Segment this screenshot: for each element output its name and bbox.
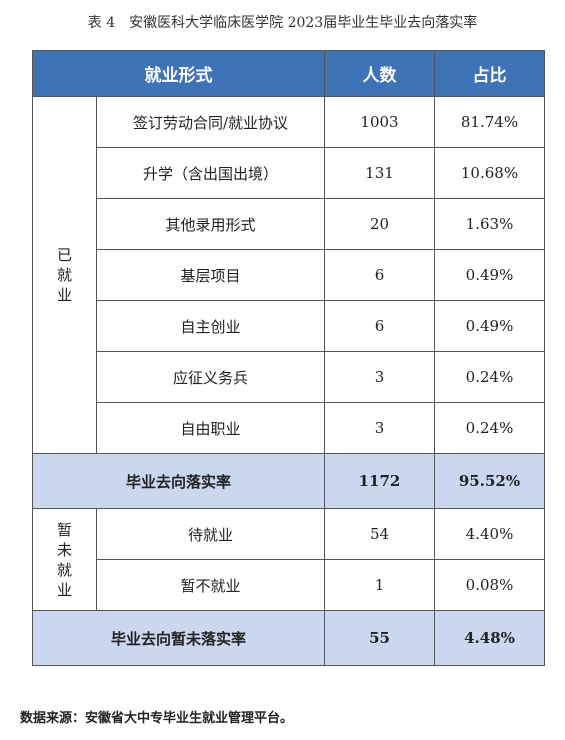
header-form: 就业形式 (32, 50, 325, 97)
cell-form: 签订劳动合同/就业协议 (96, 96, 325, 148)
cell-form: 其他录用形式 (96, 198, 325, 250)
total-count: 1172 (324, 453, 435, 509)
cell-count: 6 (324, 300, 435, 352)
cell-count: 1 (324, 559, 435, 611)
total-label: 毕业去向落实率 (32, 453, 325, 509)
table-row: 升学（含出国出境） 131 10.68% (33, 147, 545, 199)
cell-ratio: 4.40% (434, 508, 545, 560)
cell-count: 6 (324, 249, 435, 301)
total-label: 毕业去向暂未落实率 (32, 610, 325, 666)
total-ratio: 4.48% (434, 610, 545, 666)
cell-form: 自由职业 (96, 402, 325, 454)
cell-ratio: 0.08% (434, 559, 545, 611)
cell-count: 131 (324, 147, 435, 199)
cell-ratio: 0.24% (434, 351, 545, 403)
table-row: 自主创业 6 0.49% (33, 300, 545, 352)
total-row-unemployed: 毕业去向暂未落实率 55 4.48% (32, 610, 545, 666)
table-row: 其他录用形式 20 1.63% (33, 198, 545, 250)
header-count: 人数 (324, 50, 435, 97)
cell-form: 基层项目 (96, 249, 325, 301)
cell-count: 3 (324, 402, 435, 454)
cell-form: 暂不就业 (96, 559, 325, 611)
cell-form: 自主创业 (96, 300, 325, 352)
cell-form: 升学（含出国出境） (96, 147, 325, 199)
group-label-unemployed: 暂未就业 (32, 508, 97, 611)
table-row: 暂不就业 1 0.08% (33, 559, 545, 611)
cell-ratio: 10.68% (434, 147, 545, 199)
cell-count: 54 (324, 508, 435, 560)
cell-count: 20 (324, 198, 435, 250)
cell-ratio: 0.49% (434, 300, 545, 352)
cell-form: 待就业 (96, 508, 325, 560)
cell-ratio: 1.63% (434, 198, 545, 250)
table-caption: 表 4 安徽医科大学临床医学院 2023届毕业生毕业去向落实率 (87, 15, 478, 31)
cell-form: 应征义务兵 (96, 351, 325, 403)
table-row: 自由职业 3 0.24% (33, 402, 545, 454)
table-row: 应征义务兵 3 0.24% (33, 351, 545, 403)
data-source-note: 数据来源：安徽省大中专毕业生就业管理平台。 (20, 711, 294, 726)
total-ratio: 95.52% (434, 453, 545, 509)
table-row: 已就业 签订劳动合同/就业协议 1003 81.74% (32, 96, 545, 454)
header-ratio: 占比 (434, 50, 545, 97)
group-label-employed: 已就业 (32, 96, 97, 454)
table-row: 暂未就业 待就业 54 4.40% (32, 508, 545, 611)
employment-table: 就业形式 人数 占比 已就业 签订劳动合同/就业协议 1003 81.74% 升… (32, 50, 545, 666)
table-header-row: 就业形式 人数 占比 (32, 50, 545, 97)
cell-count: 1003 (324, 96, 435, 148)
cell-ratio: 0.49% (434, 249, 545, 301)
total-count: 55 (324, 610, 435, 666)
cell-ratio: 0.24% (434, 402, 545, 454)
cell-ratio: 81.74% (434, 96, 545, 148)
cell-count: 3 (324, 351, 435, 403)
table-row: 基层项目 6 0.49% (33, 249, 545, 301)
total-row-employed: 毕业去向落实率 1172 95.52% (32, 453, 545, 509)
